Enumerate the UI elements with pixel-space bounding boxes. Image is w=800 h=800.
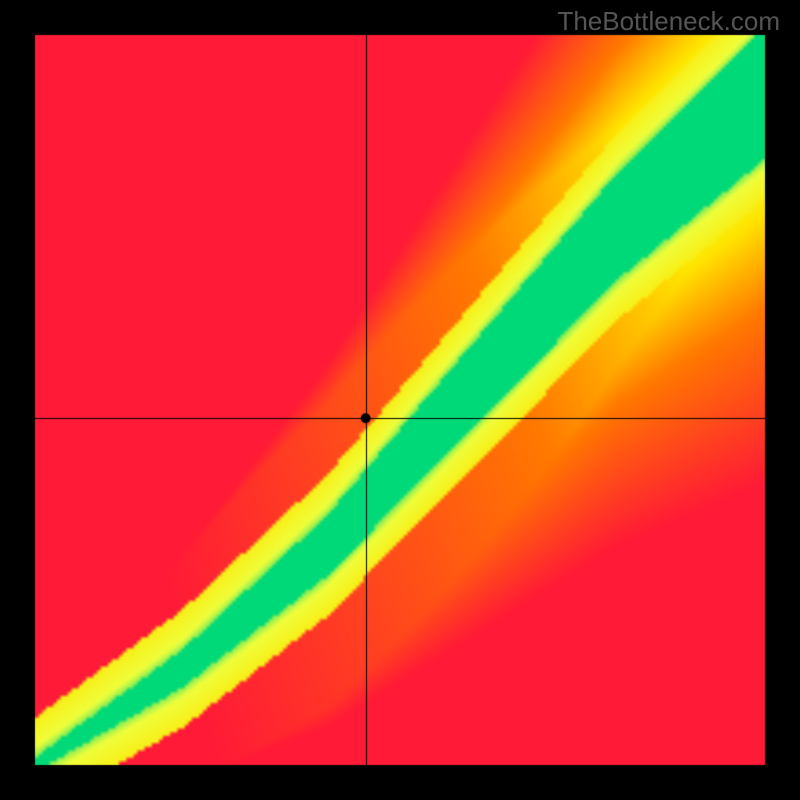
bottleneck-heatmap	[0, 0, 800, 800]
chart-container: TheBottleneck.com	[0, 0, 800, 800]
watermark-text: TheBottleneck.com	[557, 6, 780, 37]
